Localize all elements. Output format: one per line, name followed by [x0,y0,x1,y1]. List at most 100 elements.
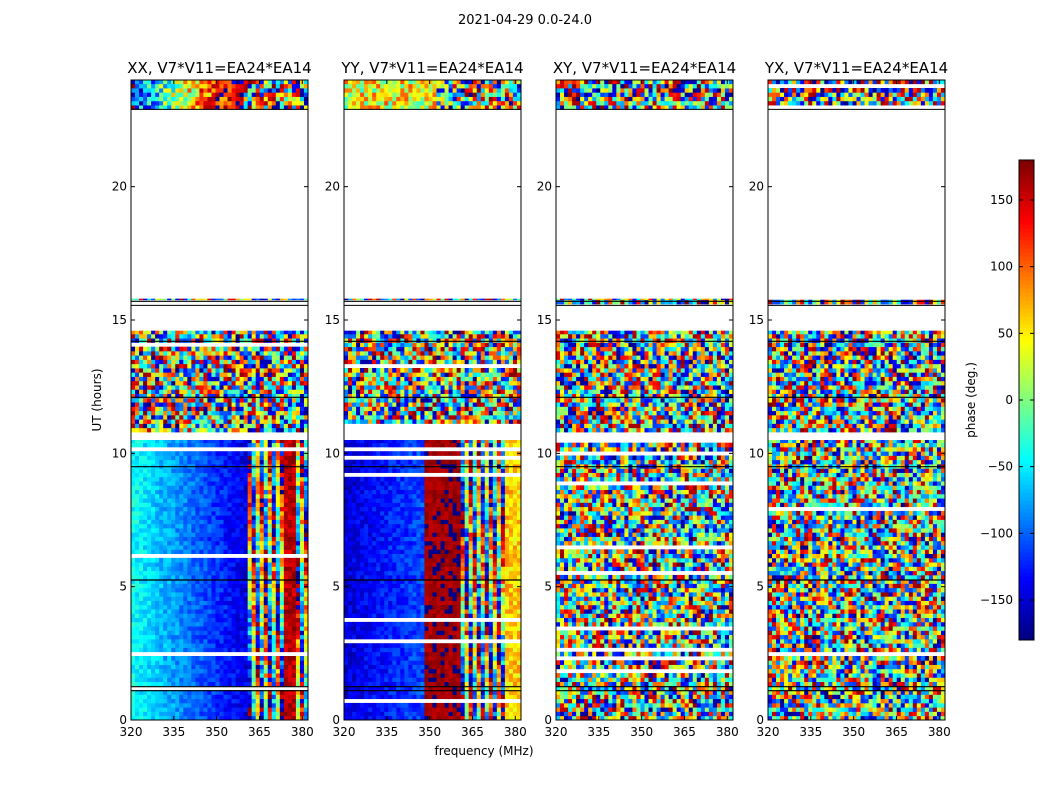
heatmap-cell [299,427,305,433]
heatmap-cell [163,596,168,601]
heatmap-cell [135,402,140,407]
heatmap-cell [171,440,176,444]
heatmap-cell [135,638,140,644]
heatmap-cell [151,333,156,339]
heatmap-cell [179,536,184,542]
heatmap-cell [299,468,305,473]
heatmap-cell [191,406,196,412]
heatmap-cell [167,587,172,593]
heatmap-cell [247,638,253,644]
heatmap-cell [171,600,176,606]
heatmap-cell [151,510,156,516]
heatmap-cell [283,532,289,537]
heatmap-cell [147,502,152,508]
heatmap-cell [159,350,164,356]
heatmap-cell [239,579,245,584]
heatmap-cell [352,711,357,717]
heatmap-cell [452,651,458,657]
heatmap-cell [263,583,269,589]
heatmap-cell [460,656,466,661]
heatmap-cell [283,613,289,618]
heatmap-cell [223,451,228,456]
heatmap-cell [175,330,180,335]
heatmap-cell [275,621,281,627]
heatmap-cell [167,476,172,482]
heatmap-cell [239,707,245,712]
heatmap-cell [299,702,305,708]
heatmap-cell [215,368,220,373]
heatmap-cell [432,643,437,648]
heatmap-cell [243,528,249,533]
heatmap-cell [223,715,228,721]
heatmap-cell [303,587,309,593]
heatmap-cell [155,406,160,412]
heatmap-cell [376,660,381,665]
heatmap-cell [267,96,273,102]
heatmap-cell [420,664,425,670]
heatmap-cell [167,707,172,712]
heatmap-cell [384,673,389,678]
heatmap-cell [472,694,478,700]
heatmap-cell [215,510,220,516]
heatmap-cell [139,694,144,700]
heatmap-cell [271,88,277,93]
heatmap-cell [159,549,164,554]
heatmap-cell [239,523,245,529]
heatmap-cell [195,355,200,360]
heatmap-cell [251,634,257,640]
heatmap-cell [283,100,289,106]
heatmap-cell [259,493,265,499]
heatmap-cell [271,592,277,597]
heatmap-cell [263,330,269,335]
heatmap-cell [344,711,349,717]
heatmap-cell [187,638,192,644]
heatmap-cell [255,515,261,520]
heatmap-cell [211,485,216,490]
heatmap-cell [139,621,144,627]
heatmap-cell [504,651,510,657]
heatmap-cell [191,468,196,473]
heatmap-cell [199,485,204,490]
heatmap-cell [191,402,196,407]
heatmap-cell [203,643,208,648]
heatmap-cell [175,579,180,584]
heatmap-cell [167,359,172,365]
heatmap-cell [460,668,466,674]
heatmap-cell [207,656,212,661]
heatmap-cell [456,651,462,657]
heatmap-cell [143,459,148,465]
heatmap-cell [179,519,184,525]
heatmap-cell [183,489,188,495]
heatmap-cell [492,656,498,661]
heatmap-cell [215,634,220,640]
heatmap-cell [432,668,437,674]
heatmap-cell [275,711,281,717]
heatmap-cell [243,330,249,335]
heatmap-cell [267,664,273,670]
heatmap-cell [211,451,216,456]
heatmap-cell [143,368,148,373]
heatmap-cell [255,338,261,343]
heatmap-cell [267,523,273,529]
heatmap-cell [352,681,357,687]
heatmap-cell [239,668,245,674]
heatmap-cell [267,414,273,420]
heatmap-cell [271,502,277,508]
heatmap-cell [283,540,289,546]
heatmap-cell [255,523,261,529]
heatmap-cell [191,592,196,597]
heatmap-cell [187,393,192,399]
heatmap-cell [171,510,176,516]
heatmap-cell [139,498,144,503]
heatmap-cell [299,681,305,687]
heatmap-cell [283,523,289,529]
heatmap-cell [472,643,478,648]
heatmap-cell [251,638,257,644]
heatmap-cell [131,643,136,648]
heatmap-cell [203,638,208,644]
heatmap-cell [139,442,144,448]
heatmap-cell [187,419,192,424]
heatmap-cell [283,498,289,503]
heatmap-cell [151,376,156,382]
heatmap-cell [223,350,228,356]
